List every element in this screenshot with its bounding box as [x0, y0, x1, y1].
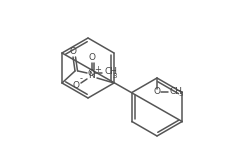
Text: -: - — [79, 74, 82, 84]
Text: O: O — [87, 69, 95, 77]
Text: O: O — [69, 48, 76, 56]
Text: O: O — [88, 53, 95, 61]
Text: N: N — [89, 71, 95, 79]
Text: +: + — [94, 66, 101, 74]
Text: CH: CH — [170, 87, 183, 95]
Text: 3: 3 — [179, 92, 183, 98]
Text: O: O — [153, 87, 161, 96]
Text: CH: CH — [104, 67, 117, 77]
Text: 3: 3 — [113, 72, 117, 79]
Text: O: O — [72, 80, 79, 90]
